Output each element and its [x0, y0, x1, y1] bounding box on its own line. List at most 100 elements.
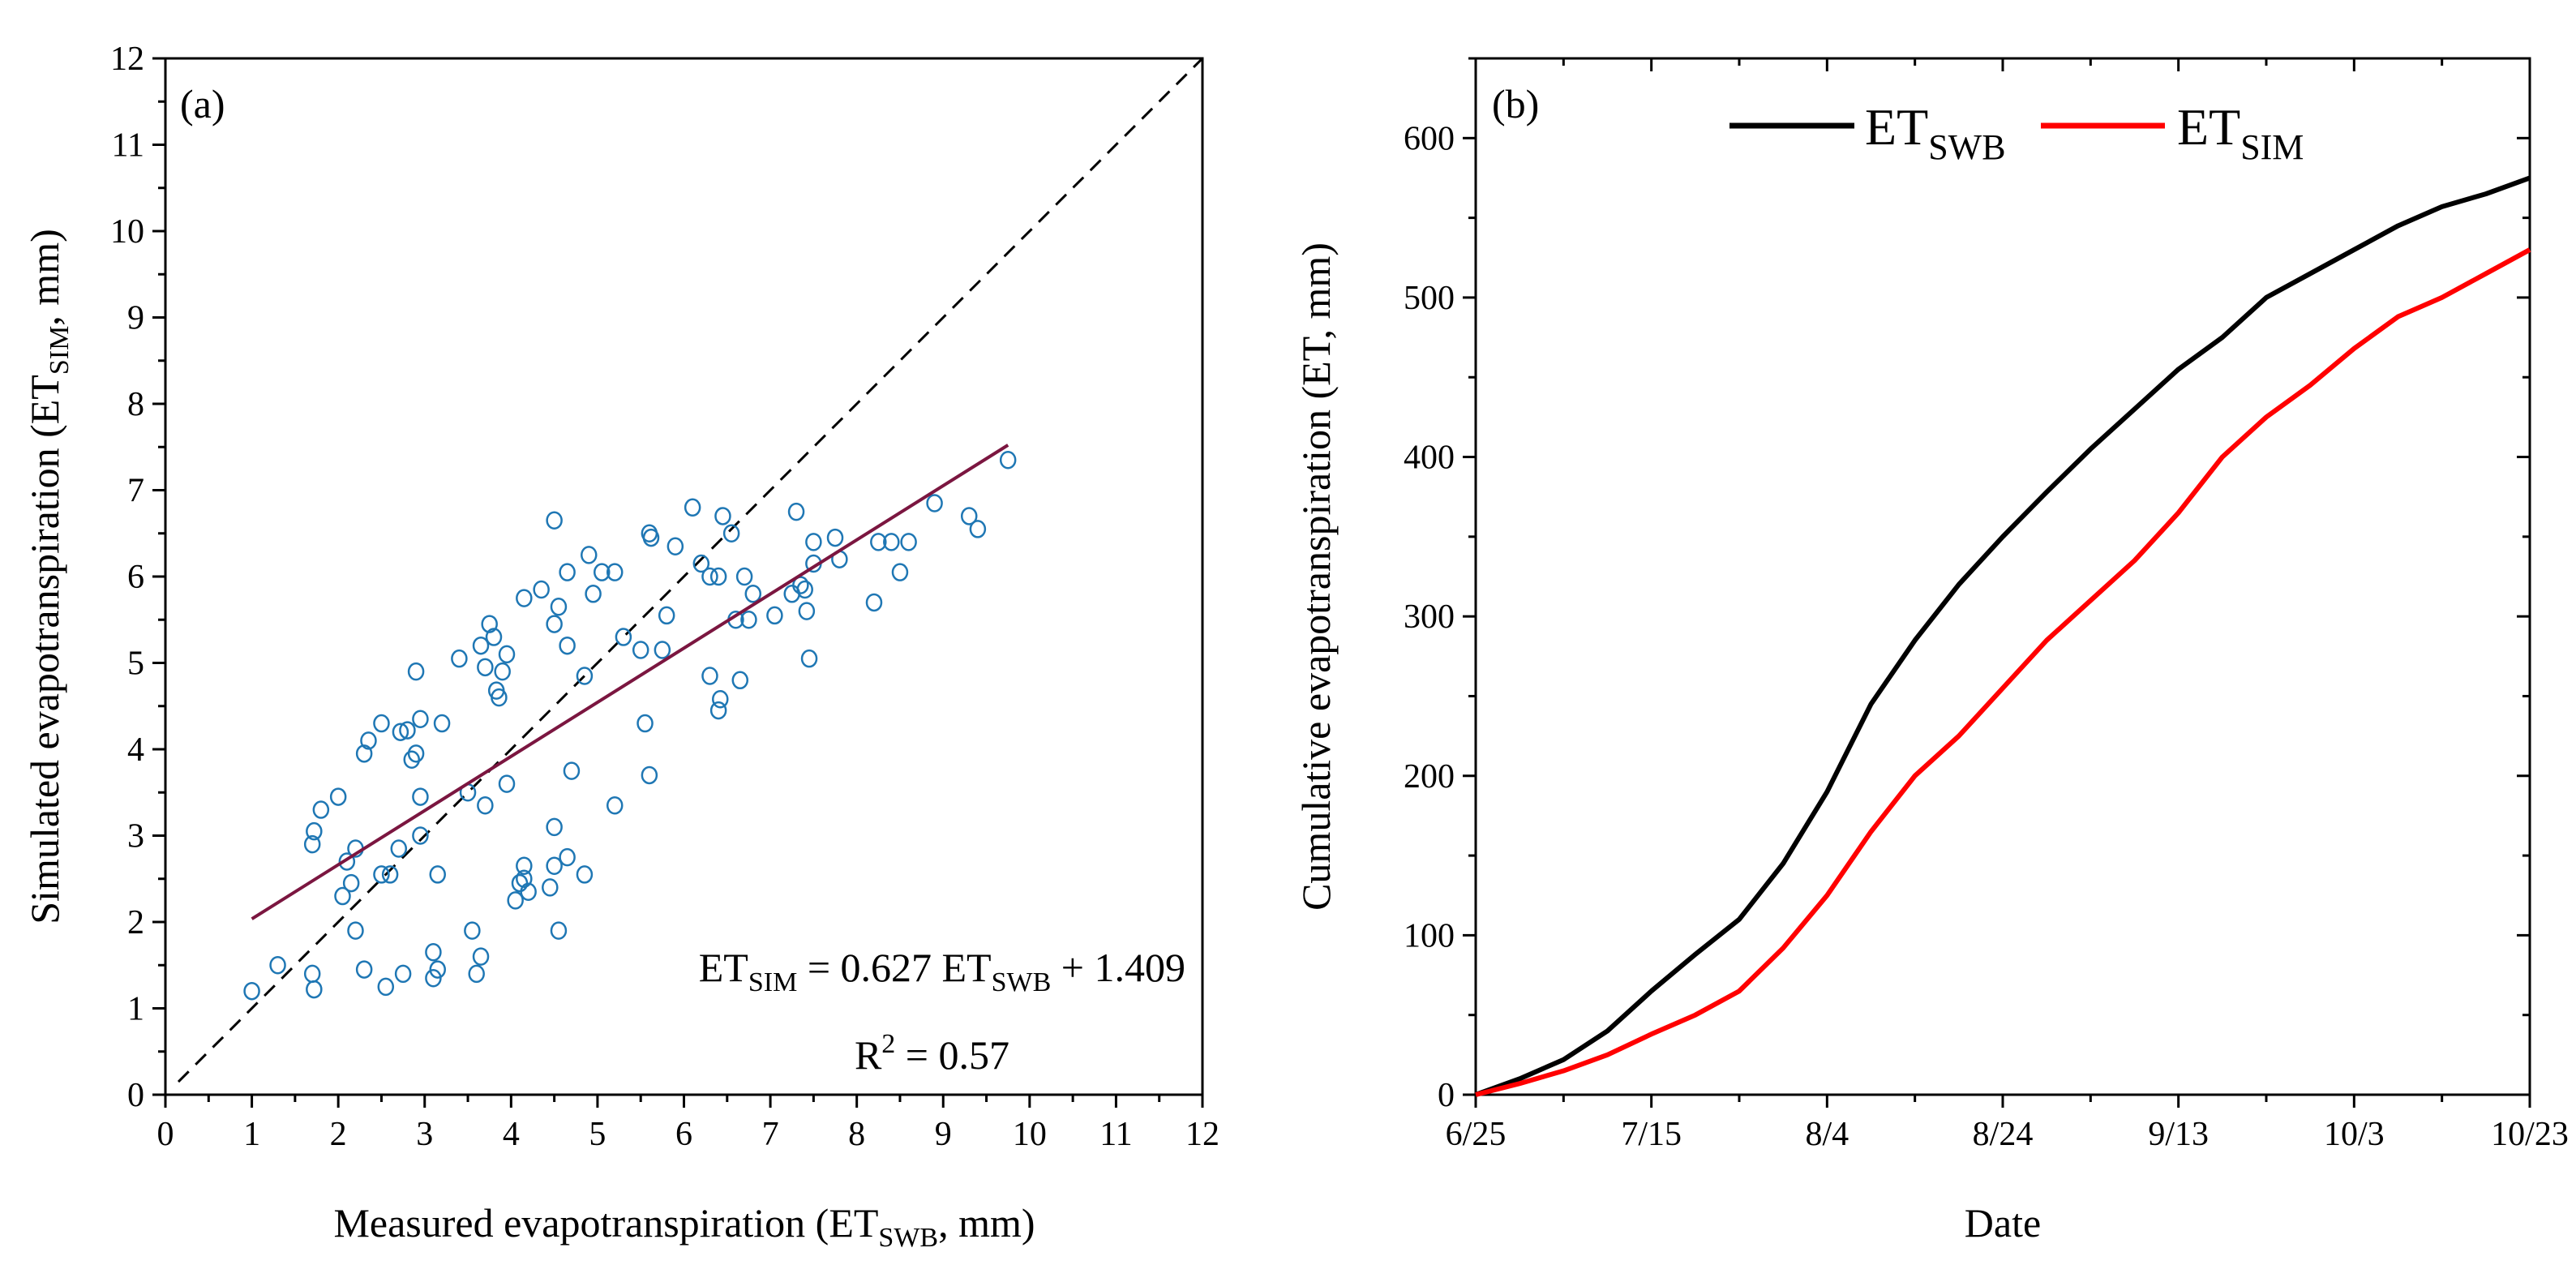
- xlabel-sub: SWB: [878, 1223, 938, 1253]
- scatter-point: [399, 721, 416, 740]
- eq-lhs-sub: SIM: [748, 967, 797, 997]
- scatter-point: [491, 688, 508, 707]
- r2-pre: R: [855, 1032, 882, 1078]
- y-tick-label: 7: [127, 473, 144, 510]
- scatter-point: [550, 598, 568, 616]
- x-tick-label: 7: [762, 1116, 779, 1153]
- y-tick-label: 11: [112, 127, 144, 165]
- scatter-point: [546, 817, 563, 837]
- scatter-point: [701, 667, 718, 685]
- eq-mid-sub: SWB: [992, 967, 1052, 997]
- series-line-swb: [1474, 175, 2531, 1097]
- scatter-point: [520, 882, 537, 901]
- scatter-point: [546, 615, 563, 633]
- y-tick-label: 5: [127, 645, 144, 683]
- scatter-point: [347, 921, 364, 940]
- scatter-point: [329, 787, 347, 806]
- series-line-sim: [1475, 247, 2531, 1097]
- scatter-point: [306, 980, 323, 999]
- eq-rhs: + 1.409: [1051, 945, 1185, 990]
- scatter-point: [381, 865, 399, 884]
- scatter-point: [516, 856, 533, 876]
- scatter-point: [412, 787, 429, 806]
- y-tick-label: 6: [127, 559, 144, 596]
- scatter-point: [425, 968, 442, 988]
- x-tick-label: 8/4: [1805, 1116, 1849, 1153]
- panel-b-label: (b): [1492, 81, 1539, 126]
- eq-lhs: ET: [699, 945, 748, 990]
- xlabel-tail: , mm): [938, 1200, 1035, 1246]
- y-tick-label: 300: [1404, 598, 1455, 636]
- y-tick-label: 1: [127, 991, 144, 1028]
- scatter-point: [494, 662, 511, 681]
- scatter-point: [709, 567, 727, 586]
- scatter-point: [559, 563, 576, 581]
- y-tick-label: 100: [1404, 917, 1455, 954]
- scatter-point: [642, 528, 660, 547]
- scatter-point: [407, 744, 425, 763]
- x-tick-label: 0: [157, 1116, 174, 1153]
- r2-sup: 2: [881, 1029, 895, 1059]
- y-tick-label: 12: [110, 41, 144, 78]
- legend: ETSWB ETSIM: [1729, 98, 2304, 167]
- scatter-point: [392, 723, 409, 741]
- x-tick-label: 1: [243, 1116, 260, 1153]
- scatter-point: [796, 580, 813, 599]
- scatter-point: [740, 611, 757, 629]
- scatter-point: [701, 567, 718, 586]
- scatter-point: [477, 658, 494, 677]
- scatter-point: [546, 856, 563, 876]
- y-tick-label: 600: [1404, 120, 1455, 157]
- scatter-point: [533, 580, 550, 599]
- y-tick-label: 500: [1404, 280, 1455, 317]
- scatter-point: [477, 795, 494, 815]
- scatter-point: [714, 507, 731, 525]
- scatter-point: [641, 765, 658, 785]
- scatter-point: [485, 628, 503, 646]
- ylabel-sub: SIM: [45, 326, 75, 375]
- scatter-point: [684, 498, 701, 517]
- x-tick-label: 8/24: [1973, 1116, 2034, 1153]
- x-tick-label: 3: [416, 1116, 433, 1153]
- scatter-point: [390, 839, 408, 858]
- scatter-point: [581, 546, 598, 564]
- scatter-point: [593, 563, 611, 581]
- scatter-point: [709, 701, 727, 720]
- y-tick-label: 3: [127, 818, 144, 855]
- panel-b-ylabel: Cumulative evapotranspiration (ET, mm): [1293, 242, 1339, 911]
- panel-b-frame: [1474, 57, 2531, 1096]
- scatter-point: [883, 533, 900, 551]
- scatter-point: [334, 886, 351, 906]
- panel-a-ylabel: Simulated evapotranspiration (ETSIM, mm): [22, 229, 75, 924]
- scatter-point: [606, 795, 624, 815]
- y-tick-label: 8: [127, 386, 144, 423]
- scatter-point: [303, 964, 321, 984]
- panel-a-xlabel: Measured evapotranspiration (ETSWB, mm): [333, 1200, 1035, 1253]
- scatter-point: [355, 744, 373, 763]
- y-tick-label: 200: [1404, 758, 1455, 795]
- scatter-point: [926, 494, 943, 512]
- regression-equation: ETSIM = 0.627 ETSWB + 1.409: [699, 945, 1185, 997]
- x-tick-label: 10/3: [2324, 1116, 2385, 1153]
- scatter-point: [692, 554, 710, 573]
- scatter-point: [303, 834, 321, 854]
- y-tick-label: 400: [1404, 440, 1455, 477]
- y-tick-label: 0: [127, 1077, 144, 1114]
- scatter-point: [498, 774, 516, 793]
- scatter-point: [468, 964, 485, 984]
- legend-sim-main: ET: [2177, 98, 2240, 156]
- scatter-point: [546, 511, 563, 530]
- scatter-point: [722, 524, 740, 542]
- scatter-point: [636, 714, 654, 733]
- scatter-point: [606, 563, 624, 581]
- x-tick-label: 7/15: [1621, 1116, 1682, 1153]
- scatter-point: [658, 606, 675, 625]
- y-tick-label: 2: [127, 904, 144, 941]
- scatter-point: [507, 891, 524, 910]
- scatter-point: [731, 671, 749, 690]
- scatter-point: [511, 873, 529, 893]
- r2-post: = 0.57: [895, 1032, 1009, 1078]
- xlabel-main: Measured evapotranspiration (ET: [333, 1200, 878, 1246]
- scatter-point: [805, 533, 822, 551]
